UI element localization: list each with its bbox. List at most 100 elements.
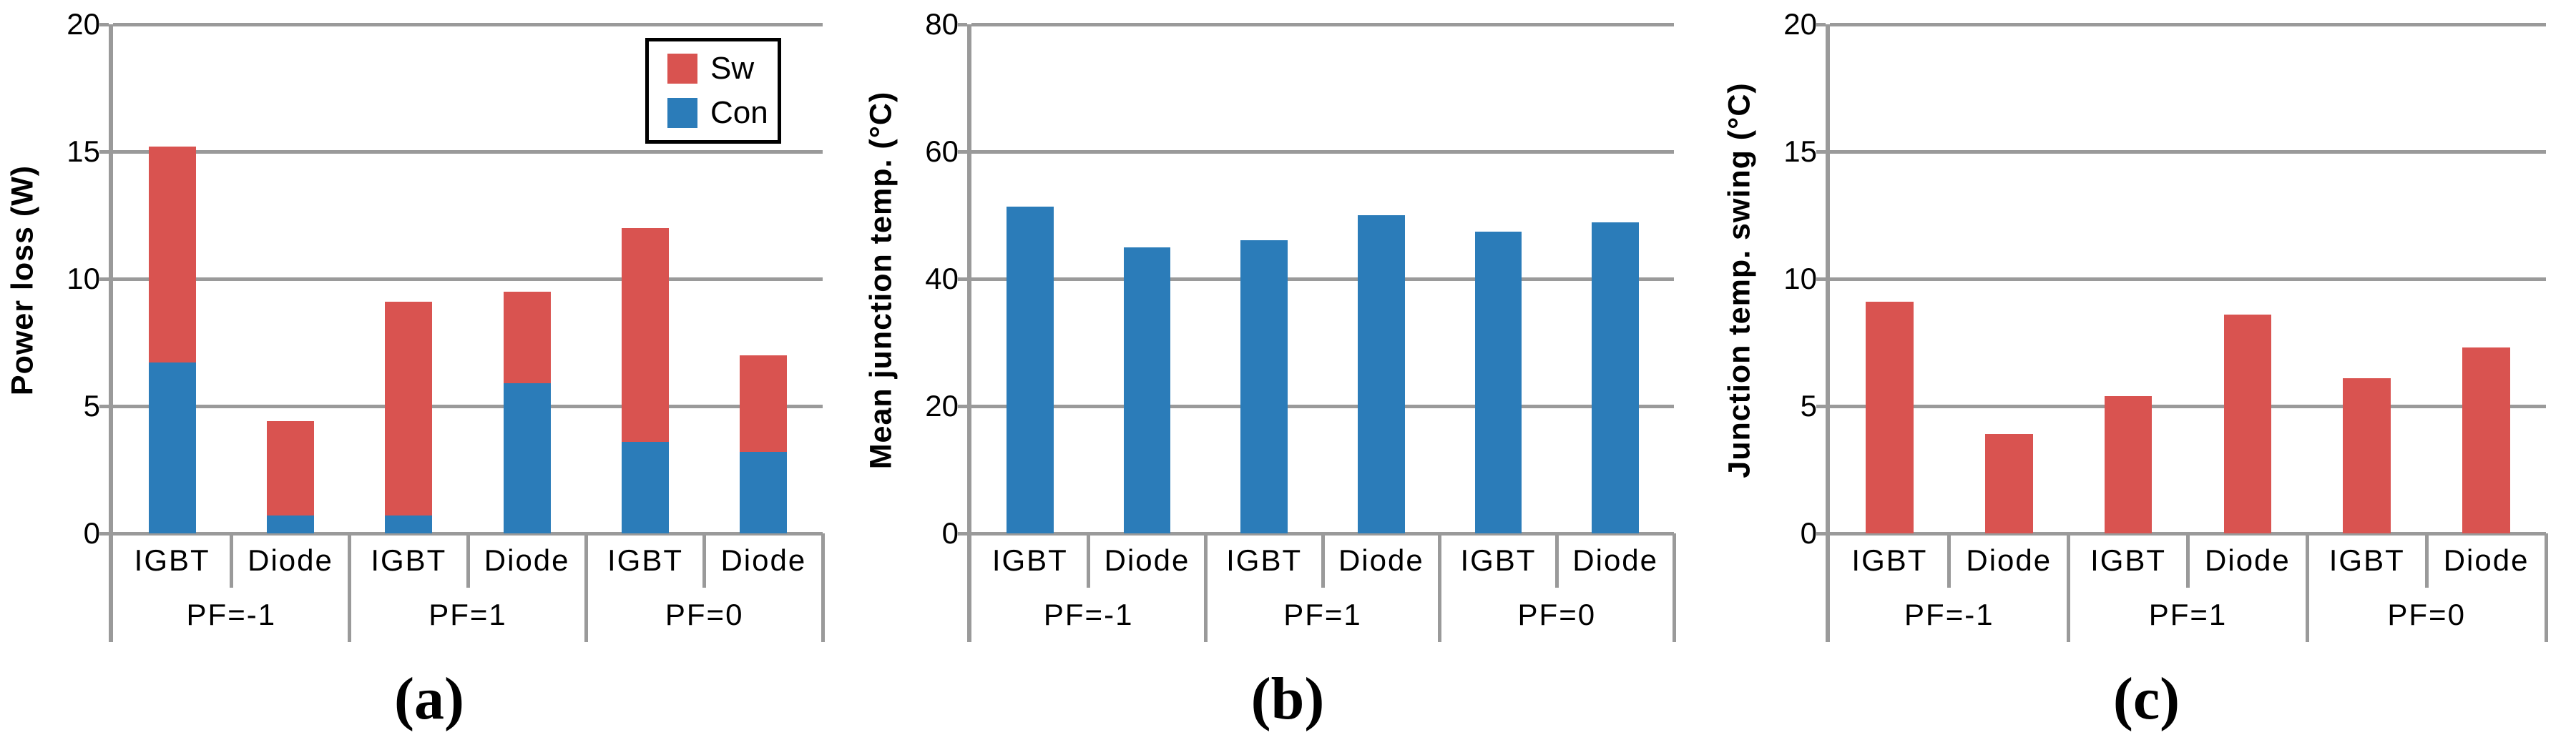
y-tick-mark xyxy=(99,277,109,281)
axis-separator xyxy=(2544,533,2548,642)
plot-area xyxy=(1816,22,2546,536)
category-label: IGBT xyxy=(1851,543,1928,577)
y-axis-title: Mean junction temp. (°C) xyxy=(863,91,898,470)
category-label: IGBT xyxy=(1226,543,1303,577)
y-tick-label: 5 xyxy=(1800,389,1817,423)
y-axis-title-column: Power loss (W) xyxy=(0,0,46,745)
bar-diode-sw xyxy=(503,291,551,383)
category-label: IGBT xyxy=(607,543,683,577)
gridline xyxy=(113,404,823,408)
panel-caption-a: (a) xyxy=(394,666,464,732)
y-tick-mark xyxy=(958,404,967,408)
axis-separator xyxy=(702,533,707,588)
y-tick-mark xyxy=(1816,149,1826,154)
bar-igbt-mean xyxy=(1007,207,1054,533)
gridline xyxy=(1830,149,2546,154)
category-label: Diode xyxy=(1338,543,1424,577)
y-axis-title: Power loss (W) xyxy=(5,164,40,396)
legend-swatch-sw xyxy=(667,54,697,84)
category-label: Diode xyxy=(2443,543,2530,577)
bar-diode-sw xyxy=(266,421,315,516)
y-tick-mark xyxy=(958,149,967,154)
bar-igbt-junction xyxy=(2343,378,2391,533)
bar-diode-junction xyxy=(2223,314,2272,533)
legend-item: Sw xyxy=(667,53,778,84)
legend-label: Con xyxy=(710,95,768,130)
bar-diode-mean xyxy=(1123,247,1171,533)
axis-separator xyxy=(821,533,825,642)
bar-diode-con xyxy=(503,383,551,533)
gridline xyxy=(1830,404,2546,408)
y-axis-line xyxy=(109,24,113,642)
bar-diode-mean xyxy=(1592,222,1639,533)
bar-igbt-junction xyxy=(1866,302,1914,533)
axis-separator xyxy=(1554,533,1559,588)
axis-separator xyxy=(348,533,352,642)
gridline xyxy=(1830,22,2546,26)
category-label: Diode xyxy=(1966,543,2052,577)
y-tick-label: 60 xyxy=(925,134,959,168)
group-label: PF=1 xyxy=(2148,598,2228,631)
bar-igbt-con xyxy=(385,515,433,533)
category-axis: IGBT Diode IGBT Diode IGBT Diode PF=-1 PF=1 PF=0 xyxy=(1830,533,2548,642)
gridline xyxy=(1830,277,2546,281)
category-label: Diode xyxy=(720,543,807,577)
y-tick-label: 40 xyxy=(925,262,959,295)
group-label: PF=1 xyxy=(1283,598,1362,631)
y-tick-label: 80 xyxy=(925,7,959,41)
axis-separator xyxy=(1087,533,1091,588)
group-label: PF=0 xyxy=(665,598,744,631)
y-tick-mark xyxy=(1816,22,1826,26)
category-label: IGBT xyxy=(371,543,447,577)
axis-separator xyxy=(2305,533,2309,642)
y-tick-mark xyxy=(99,22,109,26)
y-tick-mark xyxy=(99,531,109,536)
y-tick-label: 15 xyxy=(67,134,100,168)
category-label: IGBT xyxy=(2090,543,2167,577)
category-label: IGBT xyxy=(2328,543,2405,577)
axis-separator xyxy=(2186,533,2190,588)
bar-igbt-mean xyxy=(1240,240,1288,533)
chart-panel-c: Junction temp. swing (°C) 0 5 10 15 20 IGBT D… xyxy=(1717,0,2576,745)
gridline xyxy=(971,149,1674,154)
plot-column: IGBT Diode IGBT Diode IGBT Diode PF=-1 PF=1 PF=0 xyxy=(958,0,1676,745)
group-label: PF=-1 xyxy=(1904,598,1994,631)
y-tick-label: 0 xyxy=(1800,516,1817,550)
y-axis-line xyxy=(1826,24,1830,642)
y-tick-mark xyxy=(1816,404,1826,408)
category-label: Diode xyxy=(484,543,570,577)
category-label: IGBT xyxy=(134,543,210,577)
y-tick-label: 0 xyxy=(941,516,959,550)
group-label: PF=0 xyxy=(2387,598,2466,631)
bar-igbt-con xyxy=(148,362,196,533)
axis-separator xyxy=(1947,533,1951,588)
bar-igbt-con xyxy=(621,441,670,533)
legend-label: Sw xyxy=(710,51,755,86)
plot-area: Sw Con xyxy=(99,22,823,536)
chart-panel-a: Power loss (W) 0 5 10 15 20 Sw Con IGBT Diode I… xyxy=(0,0,858,745)
bar-igbt-junction xyxy=(2104,395,2153,533)
legend-item: Con xyxy=(667,97,778,129)
bar-diode-junction xyxy=(1984,434,2033,533)
group-label: PF=1 xyxy=(428,598,507,631)
y-tick-label: 0 xyxy=(83,516,100,550)
axis-separator xyxy=(229,533,233,588)
y-tick-mark xyxy=(1816,531,1826,536)
gridline xyxy=(113,277,823,281)
panel-caption-c: (c) xyxy=(2112,666,2180,732)
chart-panel-b: Mean junction temp. (°C) 0 20 40 60 80 IGBT D… xyxy=(858,0,1717,745)
bar-diode-junction xyxy=(2462,347,2510,533)
y-axis-line xyxy=(967,24,971,642)
y-axis-title-column: Mean junction temp. (°C) xyxy=(858,0,904,745)
category-label: Diode xyxy=(1572,543,1659,577)
y-tick-mark xyxy=(958,531,967,536)
category-label: IGBT xyxy=(991,543,1068,577)
y-axis-tick-labels: 0 5 10 15 20 xyxy=(1763,0,1826,745)
y-tick-label: 10 xyxy=(67,262,100,295)
y-tick-mark xyxy=(99,149,109,154)
axis-separator xyxy=(1672,533,1676,642)
group-label: PF=-1 xyxy=(186,598,277,631)
panel-caption-b: (b) xyxy=(1250,666,1325,732)
plot-area xyxy=(958,22,1674,536)
